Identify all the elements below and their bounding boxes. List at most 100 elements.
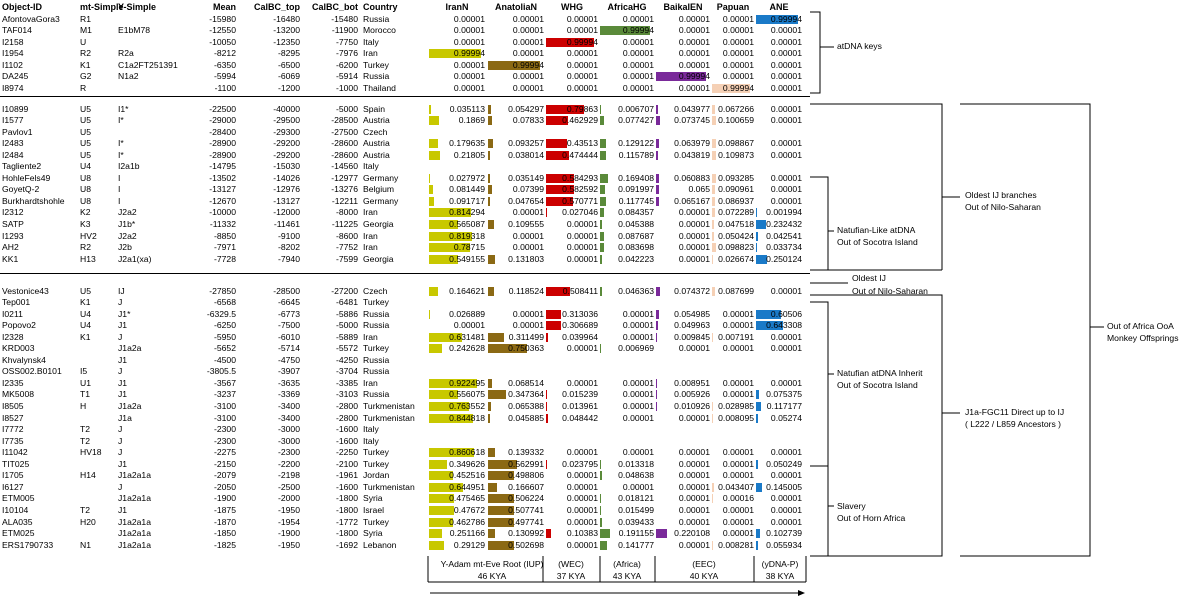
cell-calbc-bot: -5886 [336, 309, 358, 319]
cell-mt-simple: R1 [80, 14, 91, 24]
cell-ane: 0.00001 [770, 517, 802, 527]
cell-anatolian: 0.00001 [512, 14, 544, 24]
cell-country: Iran [363, 332, 378, 342]
bar-africahg [600, 471, 602, 480]
bar-papuan [712, 185, 715, 194]
cell-y-simple [118, 83, 188, 94]
bar-anatolian [488, 471, 514, 480]
bar-irann [429, 414, 473, 423]
cell-africahg: 0.006969 [618, 343, 654, 353]
cell-baikalen: 0.060883 [674, 173, 710, 183]
cell-irann: 0.844818 [449, 413, 485, 423]
cell-mt-simple [80, 413, 120, 424]
cell-y-simple: I2a1b [118, 161, 140, 171]
cell-y-simple: J1 [118, 505, 128, 515]
cell-papuan [712, 366, 754, 377]
cell-whg: 0.10383 [566, 528, 598, 538]
bar-papuan [712, 105, 715, 114]
bar-ane [756, 220, 766, 229]
cell-calbc-top: -12976 [273, 184, 300, 194]
bar-anatolian [488, 541, 514, 550]
bar-anatolian [488, 379, 492, 388]
bar-ane [756, 208, 757, 217]
cell-mean: -2079 [214, 470, 236, 480]
cell-africahg: 0.00001 [622, 48, 654, 58]
cell-calbc-bot: -5572 [336, 343, 358, 353]
cell-object-id: Vestonice43 [2, 286, 49, 296]
bar-whg [546, 321, 561, 330]
cell-mt-simple [80, 343, 120, 354]
cell-mean: -14795 [209, 161, 236, 171]
bar-africahg [600, 151, 606, 160]
cell-mean: -29000 [209, 115, 236, 125]
cell-y-simple: J1b* [118, 219, 136, 229]
cell-mt-simple: K1 [80, 332, 91, 342]
cell-y-simple: IJ [118, 286, 125, 296]
cell-country: Israel [363, 505, 385, 515]
cell-calbc-top: -29200 [273, 150, 300, 160]
cell-object-id: I7735 [2, 436, 24, 446]
cell-country: Syria [363, 493, 383, 503]
cell-anatolian: 0.00001 [512, 83, 544, 93]
cell-ane: 0.00001 [770, 104, 802, 114]
bar-ane [756, 390, 759, 399]
bar-whg [546, 208, 547, 217]
bar-irann [429, 116, 439, 125]
cell-mean: -22500 [209, 104, 236, 114]
cell-mean: -2150 [214, 459, 236, 469]
cell-anatolian: 0.507741 [508, 505, 544, 515]
cell-irann: 0.242628 [449, 343, 485, 353]
cell-ane: 0.050249 [766, 459, 802, 469]
bar-irann [429, 139, 438, 148]
cell-calbc-top: -2200 [278, 459, 300, 469]
cell-calbc-bot: -1692 [336, 540, 358, 550]
bar-irann [429, 208, 471, 217]
cell-papuan: 0.00001 [722, 48, 754, 58]
cell-irann: 0.819318 [449, 231, 485, 241]
header-irann: IranN [445, 2, 469, 12]
bar-ane [756, 402, 761, 411]
cell-calbc-top: -29200 [273, 138, 300, 148]
cell-ane: 0.00001 [770, 25, 802, 35]
cell-country: Jordan [363, 470, 390, 480]
bar-anatolian [488, 529, 495, 538]
cell-whg: 0.015239 [562, 389, 598, 399]
bar-ane [756, 483, 762, 492]
cell-irann [429, 424, 485, 435]
cell-mt-simple: HV18 [80, 447, 102, 457]
bar-africahg [600, 518, 602, 527]
cell-baikalen [656, 355, 710, 366]
cell-whg: 0.00001 [566, 254, 598, 264]
cell-whg [546, 355, 598, 366]
cell-whg: 0.00001 [566, 25, 598, 35]
cell-mt-simple: U4 [80, 161, 91, 171]
cell-y-simple: J1 [118, 378, 128, 388]
cell-anatolian: 0.502698 [508, 540, 544, 550]
cell-baikalen: 0.008951 [674, 378, 710, 388]
cell-country: Russia [363, 355, 390, 365]
cell-baikalen: 0.00001 [678, 459, 710, 469]
cell-anatolian: 0.498806 [508, 470, 544, 480]
cell-africahg: 0.00001 [622, 60, 654, 70]
cell-ane [756, 355, 802, 366]
cell-irann: 0.78715 [453, 242, 485, 252]
bar-irann [429, 174, 430, 183]
note-out-of-nilo-saharan: Out of Nilo-Saharan [965, 202, 1041, 212]
cell-mt-simple: T1 [80, 389, 91, 399]
cell-papuan: 0.00001 [722, 517, 754, 527]
bar-irann [429, 220, 458, 229]
cell-y-simple: J1a2a1a [118, 540, 151, 550]
cell-baikalen: 0.043819 [674, 150, 710, 160]
note-out-of-socotra-2: Out of Socotra Island [837, 380, 918, 390]
cell-object-id: TIT025 [2, 459, 30, 469]
cell-calbc-bot: -27500 [331, 127, 358, 137]
bar-irann [429, 448, 474, 457]
bar-whg [546, 333, 548, 342]
cell-mean: -3567 [214, 378, 236, 388]
cell-irann [429, 297, 485, 308]
cell-baikalen: 0.00001 [678, 37, 710, 47]
cell-object-id: Burkhardtshohle [2, 196, 65, 206]
cell-mean: -27850 [209, 286, 236, 296]
cell-baikalen: 0.065167 [674, 196, 710, 206]
header-mt-simple: mt-Simple [80, 2, 124, 12]
